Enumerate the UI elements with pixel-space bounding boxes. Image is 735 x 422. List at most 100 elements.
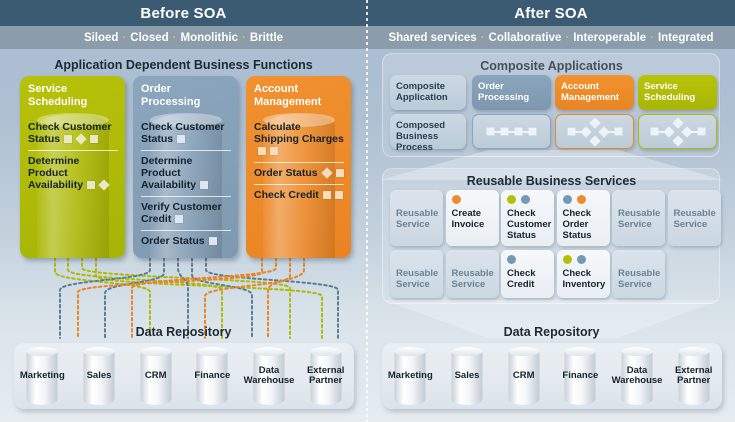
app-column-order-processing[interactable]: Order Processing Check Customer Status Dete… xyxy=(133,76,238,258)
diamond-glyph xyxy=(320,167,333,179)
service-card-check-order-status[interactable]: Check Order Status xyxy=(556,190,610,246)
database-finance[interactable]: Finance xyxy=(184,345,241,407)
database-data-warehouse[interactable]: Data Warehouse xyxy=(609,345,666,407)
composite-app-order-processing[interactable]: Order Processing xyxy=(472,75,551,110)
database-external-partner[interactable]: External Partner xyxy=(297,345,354,407)
business-function[interactable]: Check Credit xyxy=(254,184,344,206)
database-label: External Partner xyxy=(306,364,345,386)
database-sales[interactable]: Sales xyxy=(439,345,496,407)
composite-app-service-scheduling[interactable]: Service Scheduling xyxy=(638,75,717,110)
database-crm[interactable]: CRM xyxy=(495,345,552,407)
after-tag-3: Integrated xyxy=(657,31,714,44)
business-function[interactable]: Calculate Shipping Charges xyxy=(254,117,344,162)
business-function[interactable]: Determine Product Availability xyxy=(141,150,231,196)
composite-application-label: Composite Application xyxy=(390,75,466,110)
business-function[interactable]: Check Customer Status xyxy=(141,117,231,150)
app-column-account-management[interactable]: Account Management Calculate Shipping Char… xyxy=(246,76,351,258)
service-name: Create Invoice xyxy=(451,208,485,230)
funnel-composite-to-services xyxy=(380,150,723,180)
square-glyph xyxy=(322,191,331,199)
square-glyph xyxy=(335,169,344,177)
database-label: Marketing xyxy=(19,369,65,381)
tag-separator: · xyxy=(480,31,485,44)
after-tag-2: Interoperable xyxy=(573,31,647,44)
service-name: Reusable Service xyxy=(618,268,661,290)
dot-blue xyxy=(562,195,572,204)
service-card-reusable-service[interactable]: Reusable Service xyxy=(612,190,665,246)
square-glyph xyxy=(200,181,209,189)
service-card-check-customer-status[interactable]: Check Customer Status xyxy=(501,190,554,246)
service-dots xyxy=(507,255,549,266)
linear-process-flow-icon xyxy=(487,128,536,135)
service-name: Check Credit xyxy=(507,268,536,290)
business-function[interactable]: Check Customer Status xyxy=(28,117,118,150)
business-function[interactable]: Determine Product Availability xyxy=(28,150,118,196)
app-column-service-scheduling[interactable]: Service Scheduling Check Customer Status De… xyxy=(20,76,125,258)
square-glyph xyxy=(90,135,99,143)
service-name: Check Order Status xyxy=(562,208,592,241)
service-card-reusable-service[interactable]: Reusable Service xyxy=(445,250,499,298)
database-sales[interactable]: Sales xyxy=(71,345,128,407)
tag-separator: · xyxy=(241,31,246,44)
database-data-warehouse[interactable]: Data Warehouse xyxy=(241,345,298,407)
right-data-repository: Marketing Sales CRM Finance Data Warehouse Ext… xyxy=(382,343,722,409)
tag-separator: · xyxy=(172,31,177,44)
database-label: Data Warehouse xyxy=(611,364,663,386)
database-cylinder-icon xyxy=(394,347,426,405)
database-cylinder-icon xyxy=(83,347,115,405)
square-glyph xyxy=(334,191,343,199)
service-dots xyxy=(452,255,494,266)
database-crm[interactable]: CRM xyxy=(127,345,184,407)
function-label: Determine Product Availability xyxy=(141,155,197,191)
service-card-create-invoice[interactable]: Create Invoice xyxy=(445,190,499,246)
composite-app-account-management[interactable]: Account Management xyxy=(555,75,634,110)
database-marketing[interactable]: Marketing xyxy=(14,345,71,407)
database-cylinder-icon xyxy=(621,347,653,405)
process-flow-account-management[interactable] xyxy=(555,114,634,149)
service-dots xyxy=(618,195,660,206)
left-section-title: Application Dependent Business Functions xyxy=(54,58,313,72)
before-tag-2: Monolithic xyxy=(180,31,238,44)
square-glyph xyxy=(64,135,73,143)
database-cylinder-icon xyxy=(564,347,596,405)
dot-blue xyxy=(576,255,586,264)
database-cylinder-icon xyxy=(310,347,342,405)
right-repository-title: Data Repository xyxy=(503,325,600,339)
process-flow-service-scheduling[interactable] xyxy=(638,114,717,149)
database-label: Data Warehouse xyxy=(243,364,295,386)
function-list: Check Customer Status Determine Product A… xyxy=(133,108,238,252)
database-label: Sales xyxy=(86,369,112,381)
database-cylinder-icon xyxy=(196,347,228,405)
service-card-reusable-service[interactable]: Reusable Service xyxy=(667,190,721,246)
square-glyph xyxy=(208,237,217,245)
diamond-glyph xyxy=(75,133,87,145)
title-bar: Before SOA After SOA xyxy=(0,0,735,26)
database-cylinder-icon xyxy=(26,347,58,405)
business-function[interactable]: Verify Customer Credit xyxy=(141,196,231,230)
database-label: Marketing xyxy=(387,369,433,381)
process-flow-order-processing[interactable] xyxy=(472,114,551,149)
service-card-reusable-service[interactable]: Reusable Service xyxy=(390,250,443,298)
square-glyph xyxy=(258,147,266,155)
before-tag-3: Brittle xyxy=(249,31,284,44)
composite-app-title: Order Processing xyxy=(478,81,530,103)
business-function[interactable]: Order Status xyxy=(254,162,344,184)
square-glyph xyxy=(87,181,96,189)
after-tag-1: Collaborative xyxy=(488,31,562,44)
funnel-services-to-repository xyxy=(384,300,720,338)
panel-divider xyxy=(366,0,368,422)
service-card-reusable-service[interactable]: Reusable Service xyxy=(390,190,443,246)
business-function[interactable]: Order Status xyxy=(141,230,231,252)
database-cylinder-icon xyxy=(451,347,483,405)
database-marketing[interactable]: Marketing xyxy=(382,345,439,407)
database-finance[interactable]: Finance xyxy=(552,345,609,407)
service-dots xyxy=(618,255,660,266)
service-name: Reusable Service xyxy=(396,208,439,230)
function-list: Calculate Shipping Charges Order Status Ch… xyxy=(246,108,351,206)
diamond-glyph xyxy=(98,179,110,191)
service-card-check-inventory[interactable]: Check Inventory xyxy=(556,250,610,298)
database-external-partner[interactable]: External Partner xyxy=(665,345,722,407)
service-card-reusable-service[interactable]: Reusable Service xyxy=(612,250,665,298)
before-tag-0: Siloed xyxy=(83,31,119,44)
service-card-check-credit[interactable]: Check Credit xyxy=(501,250,554,298)
